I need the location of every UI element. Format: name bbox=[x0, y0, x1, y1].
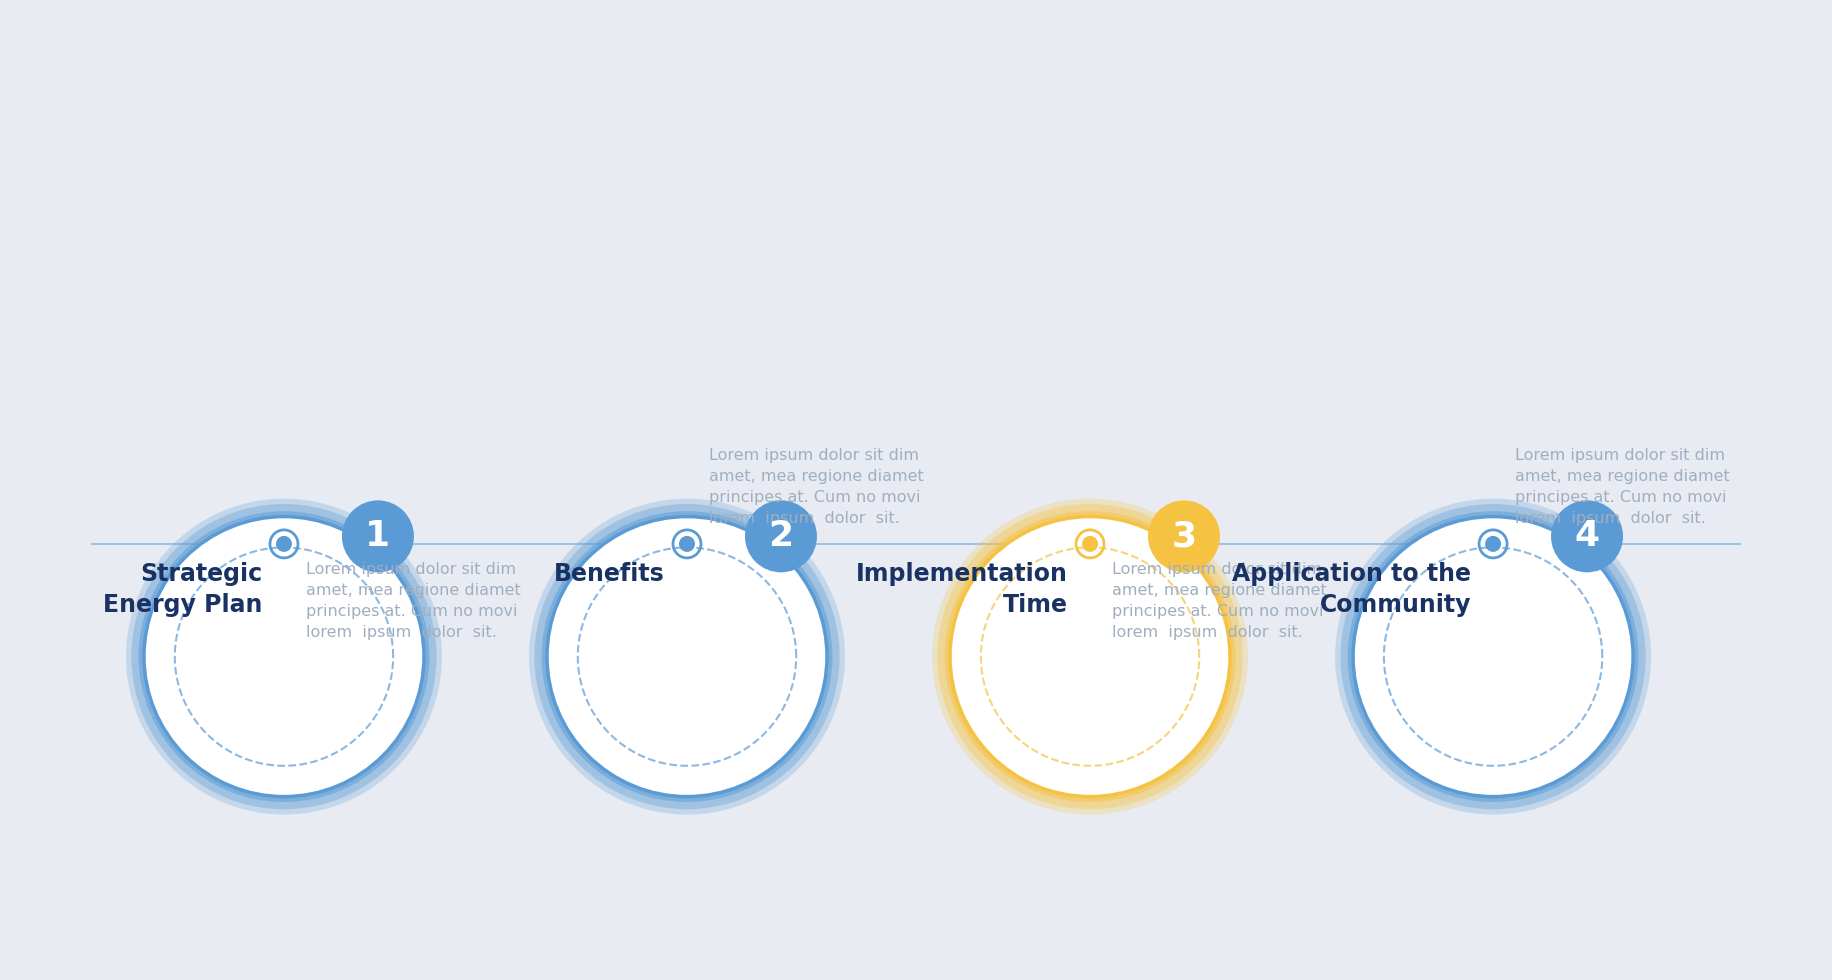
Circle shape bbox=[1336, 499, 1651, 814]
Text: Application to the
Community: Application to the Community bbox=[1233, 562, 1471, 616]
Circle shape bbox=[1149, 501, 1220, 572]
Circle shape bbox=[343, 501, 414, 572]
Circle shape bbox=[529, 499, 845, 814]
Circle shape bbox=[542, 512, 832, 802]
Circle shape bbox=[938, 504, 1242, 809]
Text: 4: 4 bbox=[1574, 519, 1599, 554]
Circle shape bbox=[746, 501, 817, 572]
Text: 1: 1 bbox=[365, 519, 390, 554]
Circle shape bbox=[535, 504, 839, 809]
Text: Lorem ipsum dolor sit dim
amet, mea regione diamet
principes at. Cum no movi
lor: Lorem ipsum dolor sit dim amet, mea regi… bbox=[1515, 448, 1729, 526]
Circle shape bbox=[132, 504, 436, 809]
Circle shape bbox=[548, 516, 826, 797]
Circle shape bbox=[1486, 536, 1500, 552]
Circle shape bbox=[1354, 516, 1632, 797]
Circle shape bbox=[951, 516, 1229, 797]
Circle shape bbox=[1478, 530, 1508, 558]
Text: Implementation
Time: Implementation Time bbox=[856, 562, 1068, 616]
Text: Strategic
Energy Plan: Strategic Energy Plan bbox=[103, 562, 262, 616]
Circle shape bbox=[145, 516, 423, 797]
Circle shape bbox=[139, 512, 429, 802]
Circle shape bbox=[1075, 530, 1105, 558]
Circle shape bbox=[1348, 512, 1638, 802]
Text: 2: 2 bbox=[768, 519, 793, 554]
Text: Benefits: Benefits bbox=[555, 562, 665, 586]
Circle shape bbox=[680, 536, 694, 552]
Text: Lorem ipsum dolor sit dim
amet, mea regione diamet
principes at. Cum no movi
lor: Lorem ipsum dolor sit dim amet, mea regi… bbox=[1112, 562, 1326, 640]
Text: Lorem ipsum dolor sit dim
amet, mea regione diamet
principes at. Cum no movi
lor: Lorem ipsum dolor sit dim amet, mea regi… bbox=[306, 562, 520, 640]
Circle shape bbox=[672, 530, 702, 558]
Circle shape bbox=[277, 536, 291, 552]
Circle shape bbox=[1083, 536, 1097, 552]
Text: 3: 3 bbox=[1171, 519, 1196, 554]
Circle shape bbox=[1341, 504, 1645, 809]
Circle shape bbox=[945, 512, 1235, 802]
Circle shape bbox=[269, 530, 299, 558]
Circle shape bbox=[932, 499, 1248, 814]
Text: Lorem ipsum dolor sit dim
amet, mea regione diamet
principes at. Cum no movi
lor: Lorem ipsum dolor sit dim amet, mea regi… bbox=[709, 448, 923, 526]
Circle shape bbox=[126, 499, 442, 814]
Circle shape bbox=[1552, 501, 1623, 572]
